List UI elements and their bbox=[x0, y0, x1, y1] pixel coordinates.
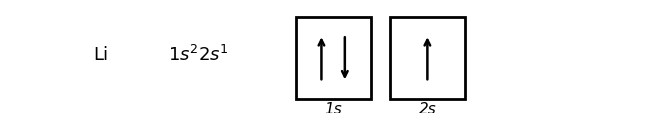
Text: 2s: 2s bbox=[419, 101, 436, 113]
Text: Li: Li bbox=[93, 45, 109, 63]
Bar bbox=[296, 18, 370, 99]
Text: $1s^22s^1$: $1s^22s^1$ bbox=[168, 44, 229, 64]
Text: 1s: 1s bbox=[324, 101, 342, 113]
Bar bbox=[390, 18, 465, 99]
